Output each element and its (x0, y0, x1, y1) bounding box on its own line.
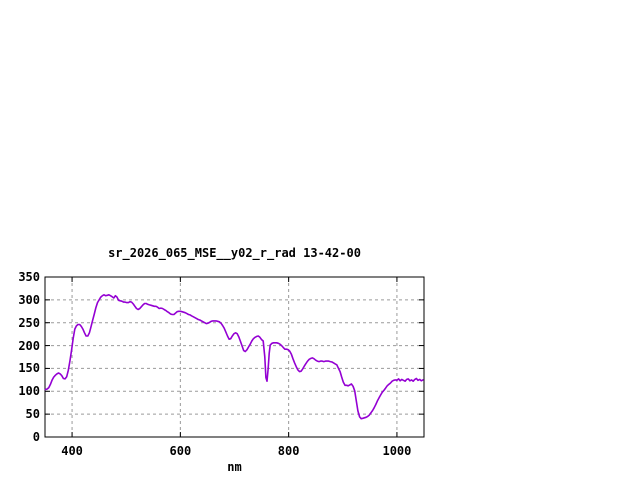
y-tick-label: 250 (18, 315, 40, 330)
chart-title: sr_2026_065_MSE__y02_r_rad 13-42-00 (108, 246, 361, 260)
plot-frame (44, 276, 425, 438)
y-tick-label: 100 (18, 384, 40, 399)
y-tick-label: 200 (18, 338, 40, 353)
spectral-radiance-curve (44, 293, 424, 420)
y-tick-label: 300 (18, 292, 40, 307)
y-tick-label: 0 (32, 430, 40, 444)
x-tick-label: 600 (169, 444, 192, 458)
x-tick-label: 800 (277, 444, 300, 458)
y-tick-label: 50 (25, 407, 40, 422)
x-axis-title: nm (227, 460, 242, 474)
axis-ticks (45, 276, 424, 438)
x-tick-label: 400 (61, 444, 83, 458)
y-tick-label: 150 (18, 361, 40, 376)
x-tick-label: 1000 (382, 444, 412, 458)
y-tick-label: 350 (18, 270, 40, 284)
grid-lines (45, 277, 424, 437)
